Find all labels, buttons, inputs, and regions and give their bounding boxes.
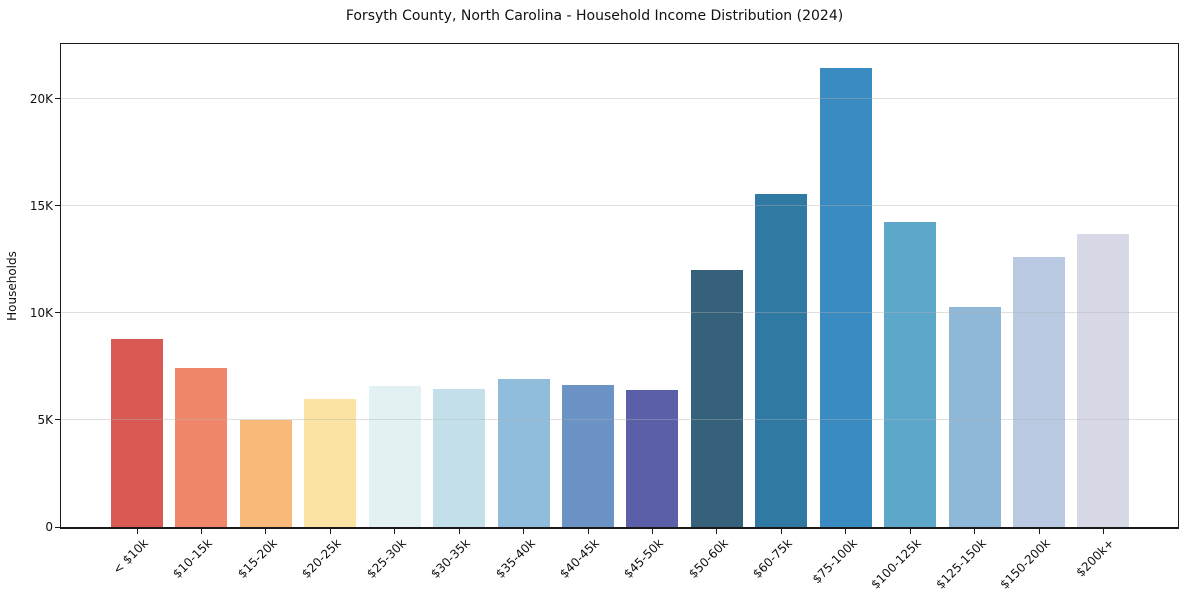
bar-$150-200k xyxy=(1013,257,1066,527)
x-tick-label-$15-20k: $15-20k xyxy=(234,536,280,581)
x-tick-mark-$50-60k xyxy=(716,529,718,534)
bar-$35-40k xyxy=(497,379,550,527)
x-tick-mark-$15-20k xyxy=(265,529,267,534)
x-tick-label-$150-200k: $150-200k xyxy=(997,536,1053,590)
x-tick-label-$30-35k: $30-35k xyxy=(428,536,474,581)
bar-$50-60k xyxy=(690,270,743,527)
bar-$100-125k xyxy=(884,222,937,527)
x-tick-label-$25-30k: $25-30k xyxy=(363,536,409,581)
x-tick-mark-$45-50k xyxy=(651,529,653,534)
y-tick-mark-10K xyxy=(55,312,60,314)
x-tick-label-$35-40k: $35-40k xyxy=(492,536,538,581)
x-tick-label-$200k+: $200k+ xyxy=(1073,536,1118,580)
gridline-15K xyxy=(61,205,1178,207)
x-tick-mark-$35-40k xyxy=(523,529,525,534)
bar-$200k+ xyxy=(1077,233,1130,527)
bar-< $10k xyxy=(111,338,163,527)
x-tick-mark-$10-15k xyxy=(200,529,202,534)
y-tick-mark-5K xyxy=(55,419,60,421)
x-tick-label-$20-25k: $20-25k xyxy=(299,536,345,581)
bar-$25-30k xyxy=(368,385,421,527)
y-tick-label-10K: 10K xyxy=(29,305,53,320)
x-tick-mark-$150-200k xyxy=(1038,529,1040,534)
x-tick-mark-$200k+ xyxy=(1102,529,1104,534)
gridline-20K xyxy=(61,98,1178,100)
y-tick-label-20K: 20K xyxy=(29,91,53,106)
x-tick-label-$125-150k: $125-150k xyxy=(932,536,989,590)
bar-$20-25k xyxy=(304,398,357,527)
x-tick-mark-$30-35k xyxy=(458,529,460,534)
x-tick-label-$50-60k: $50-60k xyxy=(685,536,731,581)
bar-$15-20k xyxy=(239,420,292,527)
x-tick-mark-$125-150k xyxy=(974,529,976,534)
bar-$10-15k xyxy=(175,367,228,527)
x-tick-label-$10-15k: $10-15k xyxy=(170,536,216,581)
y-tick-label-5K: 5K xyxy=(37,412,53,427)
gridline-5K xyxy=(61,419,1178,421)
x-tick-label-$100-125k: $100-125k xyxy=(868,536,925,590)
x-tick-label-$45-50k: $45-50k xyxy=(621,536,667,581)
y-tick-mark-15K xyxy=(55,205,60,207)
x-tick-mark-$60-75k xyxy=(780,529,782,534)
x-tick-mark-$75-100k xyxy=(845,529,847,534)
bar-$30-35k xyxy=(433,388,486,527)
x-tick-mark-$20-25k xyxy=(329,529,331,534)
bar-$75-100k xyxy=(819,67,872,527)
gridline-10K xyxy=(61,312,1178,314)
y-tick-mark-0 xyxy=(55,526,60,528)
plot-area xyxy=(60,43,1179,529)
x-tick-mark-$100-125k xyxy=(909,529,911,534)
bar-$40-45k xyxy=(562,384,614,527)
y-axis-label: Households xyxy=(5,251,19,321)
y-tick-mark-20K xyxy=(55,98,60,100)
y-tick-label-0: 0 xyxy=(45,520,53,534)
x-tick-label-$40-45k: $40-45k xyxy=(557,536,602,581)
x-tick-label-< $10k: < $10k xyxy=(110,536,151,577)
chart-title: Forsyth County, North Carolina - Househo… xyxy=(345,8,844,24)
x-tick-label-$75-100k: $75-100k xyxy=(809,536,860,587)
bar-$125-150k xyxy=(948,306,1001,527)
x-tick-mark-< $10k xyxy=(136,529,138,534)
bar-$60-75k xyxy=(755,194,808,527)
x-tick-mark-$25-30k xyxy=(394,529,396,534)
x-tick-mark-$40-45k xyxy=(587,529,589,534)
x-tick-label-$60-75k: $60-75k xyxy=(750,536,796,581)
bar-$45-50k xyxy=(626,390,679,527)
y-tick-label-15K: 15K xyxy=(29,198,53,213)
